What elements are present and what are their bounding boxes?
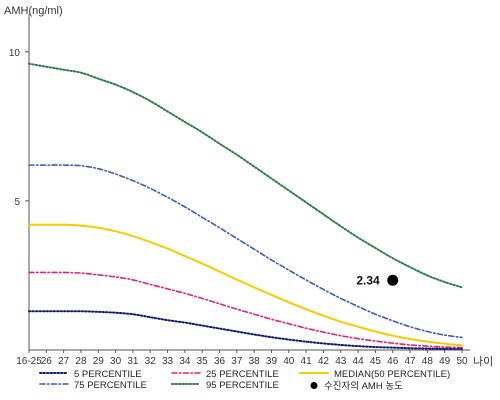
- x-tick-label: 16-25: [16, 356, 42, 367]
- legend-label-25-percentile: 25 PERCENTILE: [206, 369, 279, 380]
- x-tick-label: 30: [110, 356, 122, 367]
- series-line-75-percentile: [28, 164, 463, 339]
- y-axis-title: AMH(ng/ml): [4, 5, 63, 17]
- y-tick-label: 10: [9, 48, 21, 59]
- x-tick-label: 31: [127, 356, 139, 367]
- series-line-median-50-percentile: [28, 223, 463, 347]
- x-tick-label: 45: [370, 356, 382, 367]
- x-tick-label: 47: [404, 356, 416, 367]
- x-tick-label: 41: [301, 356, 313, 367]
- legend-label-5-percentile: 5 PERCENTILE: [74, 369, 142, 380]
- x-tick-label: 29: [93, 356, 105, 367]
- legend-swatch-patient-amh: [310, 382, 318, 389]
- x-tick-label: 38: [249, 356, 261, 367]
- legend-label-95-percentile: 95 PERCENTILE: [206, 380, 279, 391]
- x-tick-label: 28: [75, 356, 87, 367]
- patient-amh-label: 2.34: [356, 274, 380, 288]
- x-tick-label: 37: [231, 356, 243, 367]
- x-tick-label: 35: [197, 356, 209, 367]
- x-tick-label: 43: [335, 356, 347, 367]
- legend-label-median-50-percentile: MEDIAN(50 PERCENTILE): [334, 369, 450, 380]
- series-line-5-percentile: [28, 310, 463, 350]
- x-tick-label: 48: [422, 356, 434, 367]
- patient-amh-point: [387, 274, 399, 286]
- patient-marker: 2.34: [356, 274, 399, 288]
- legend: 5 PERCENTILE 25 PERCENTILE MEDIAN(50 PERCE…: [39, 369, 450, 392]
- x-axis-title: 나이: [473, 355, 493, 368]
- x-tick-label: 39: [266, 356, 278, 367]
- x-tick-label: 32: [145, 356, 157, 367]
- x-tick-label: 50: [456, 356, 468, 367]
- x-tick-label: 34: [179, 356, 191, 367]
- x-tick-label: 49: [439, 356, 451, 367]
- x-tick-label: 27: [58, 356, 70, 367]
- legend-label-patient-amh: 수진자의 AMH 농도: [324, 381, 403, 392]
- x-tick-label: 33: [162, 356, 174, 367]
- legend-label-75-percentile: 75 PERCENTILE: [74, 380, 147, 391]
- series-line-25-percentile: [28, 271, 463, 349]
- y-tick-label: 5: [14, 197, 20, 208]
- x-tick-label: 40: [283, 356, 295, 367]
- x-tick-label: 36: [214, 356, 226, 367]
- x-tick-label: 46: [387, 356, 399, 367]
- x-tick-label: 44: [353, 356, 365, 367]
- series-line-95-percentile: [28, 62, 463, 289]
- series-lines: [28, 62, 463, 350]
- x-tick-label: 42: [318, 356, 330, 367]
- x-tick-label: 26: [41, 356, 53, 367]
